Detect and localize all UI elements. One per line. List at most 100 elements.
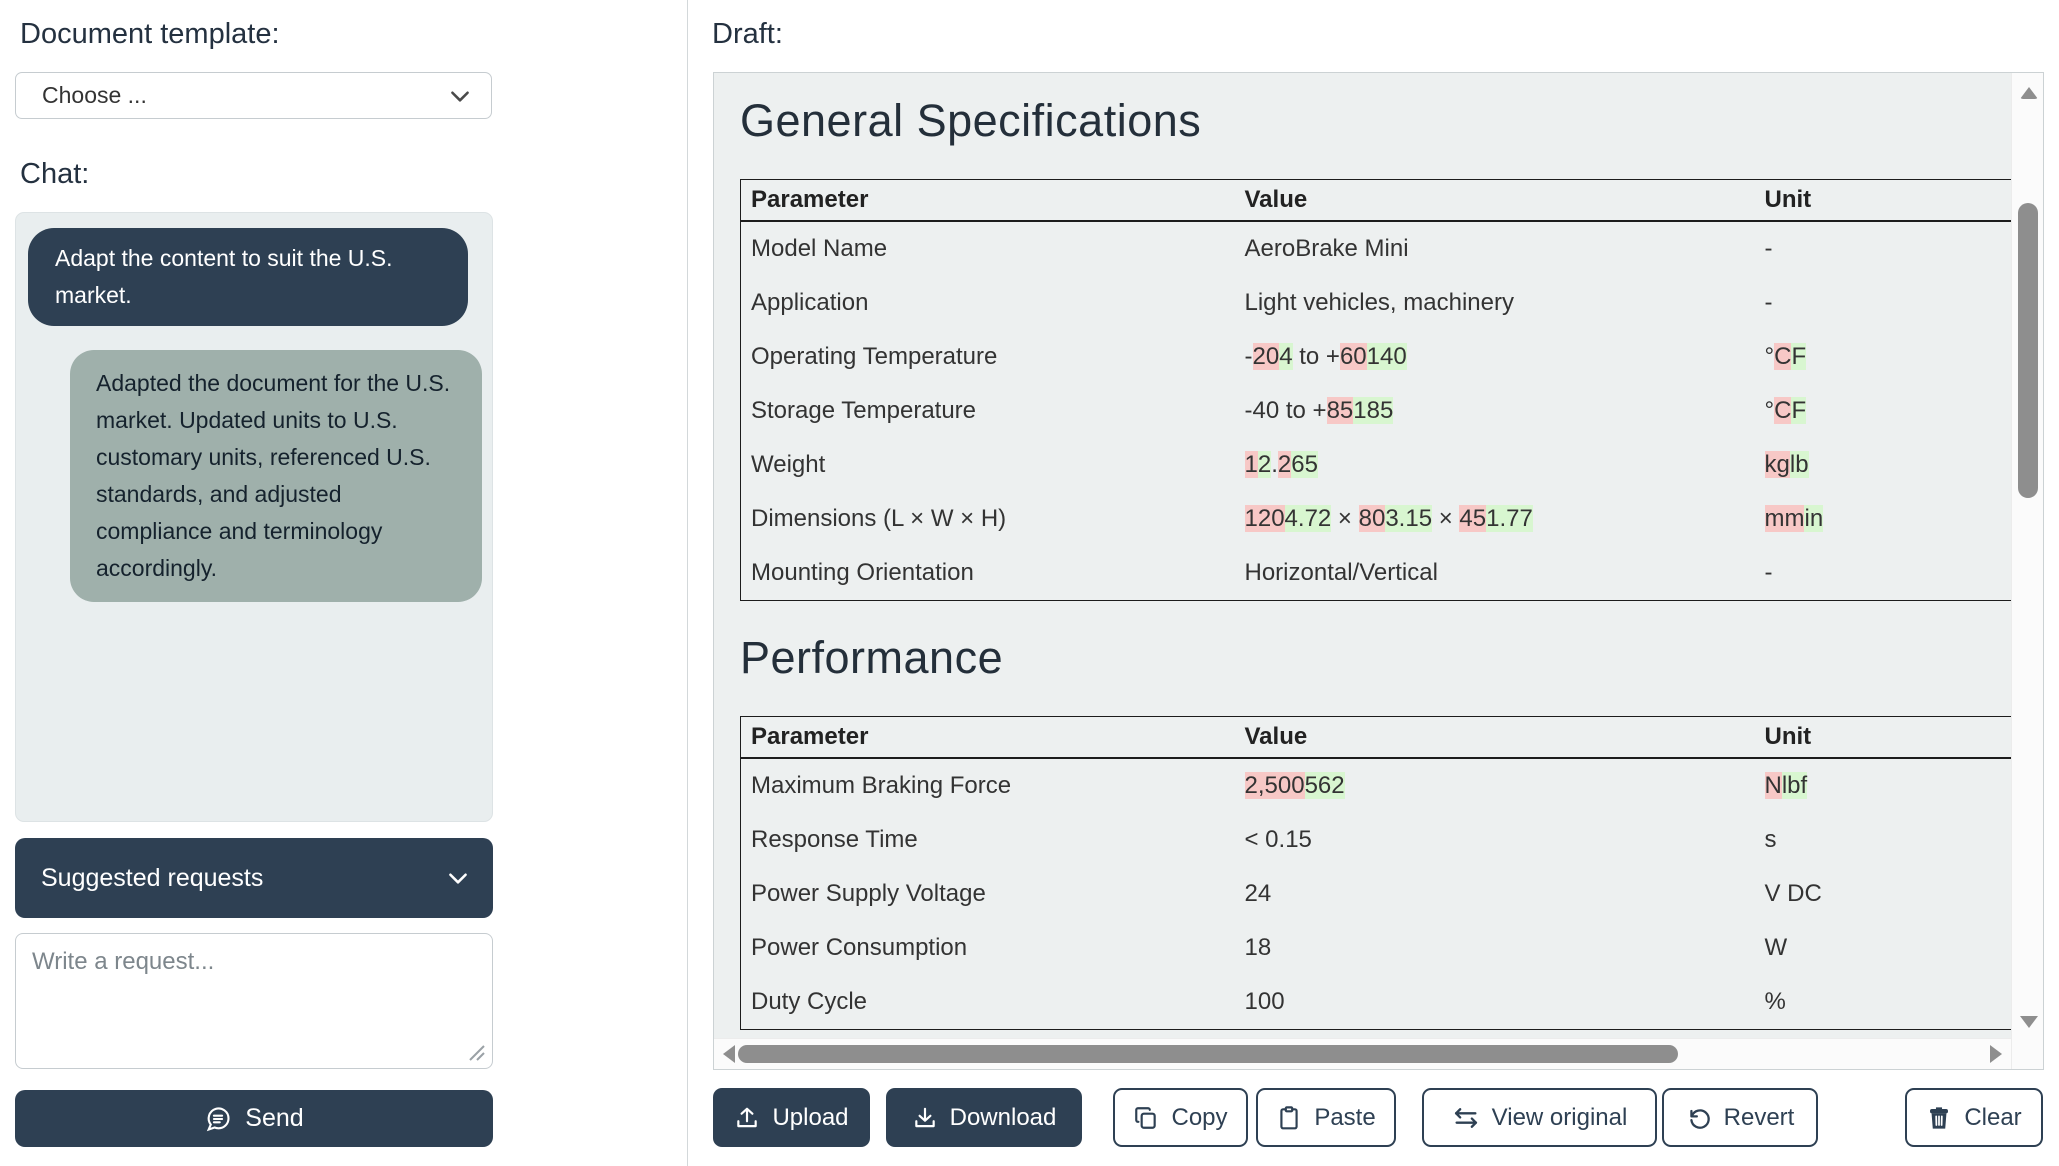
view-original-button-label: View original	[1491, 1103, 1628, 1131]
value-cell: 24	[1235, 867, 1755, 921]
vertical-scrollbar[interactable]	[2011, 73, 2043, 1069]
plain-text: °	[1764, 343, 1775, 370]
inserted-text: 65	[1291, 451, 1318, 478]
assistant-message-bubble: Adapted the document for the U.S. market…	[70, 350, 482, 602]
column-header: Parameter	[740, 179, 1235, 222]
plain-text: to +	[1292, 343, 1340, 370]
deleted-text: 1	[1244, 451, 1258, 478]
request-input[interactable]	[15, 933, 493, 1069]
document-template-label: Document template:	[20, 18, 280, 50]
value-cell: < 0.15	[1235, 813, 1755, 867]
table-row: Maximum Braking Force 2,500562 Nlbf	[741, 758, 2012, 813]
unit-cell: W	[1755, 921, 2012, 975]
value-cell: -40 to +85185	[1235, 384, 1755, 438]
copy-button[interactable]: Copy	[1113, 1088, 1248, 1147]
inserted-text: 140	[1366, 343, 1407, 370]
deleted-text: kg	[1764, 451, 1790, 478]
inserted-text: F	[1791, 397, 1807, 424]
download-icon	[914, 1107, 935, 1127]
paste-button[interactable]: Paste	[1256, 1088, 1396, 1147]
paste-button-label: Paste	[1314, 1103, 1376, 1131]
parameter-cell: Dimensions (L × W × H)	[751, 505, 1007, 532]
column-header: Parameter	[740, 716, 1235, 759]
deleted-text: 45	[1459, 505, 1487, 532]
upload-icon	[737, 1107, 758, 1127]
plain-text: V DC	[1764, 880, 1822, 907]
table-row: Application Light vehicles, machinery -	[741, 276, 2012, 330]
plain-text: %	[1764, 988, 1786, 1015]
upload-button[interactable]: Upload	[713, 1088, 870, 1147]
chat-label: Chat:	[20, 158, 90, 190]
draft-document[interactable]: General Specifications Parameter Value Unit…	[714, 73, 2011, 1038]
inserted-text: 1.77	[1486, 505, 1533, 532]
parameter-cell: Model Name	[751, 235, 888, 262]
parameter-cell: Response Time	[751, 826, 918, 853]
table-row: Model Name AeroBrake Mini -	[741, 221, 2012, 276]
plain-text: ×	[1331, 505, 1359, 532]
table-row: Power Supply Voltage 24 V DC	[741, 867, 2012, 921]
clear-button[interactable]: Clear	[1905, 1088, 2043, 1147]
parameter-cell: Mounting Orientation	[751, 559, 974, 586]
send-button[interactable]: Send	[15, 1090, 493, 1147]
clear-button-label: Clear	[1964, 1103, 2022, 1131]
suggested-requests-toggle[interactable]: Suggested requests	[15, 838, 493, 918]
parameter-cell: Power Consumption	[751, 934, 968, 961]
revert-icon	[1689, 1108, 1710, 1129]
template-select[interactable]: Choose ...	[15, 72, 492, 119]
unit-cell: %	[1755, 975, 2012, 1030]
deleted-text: mm	[1764, 505, 1805, 532]
view-original-button[interactable]: View original	[1422, 1088, 1657, 1147]
parameter-cell: Storage Temperature	[751, 397, 977, 424]
scroll-down-arrow-icon[interactable]	[2020, 1016, 2038, 1028]
revert-button[interactable]: Revert	[1662, 1088, 1818, 1147]
deleted-text: N	[1764, 772, 1782, 799]
inserted-text: in	[1804, 505, 1824, 532]
table-row: Storage Temperature -40 to +85185 °CF	[741, 384, 2012, 438]
unit-cell: kglb	[1755, 438, 2012, 492]
plain-text: AeroBrake Mini	[1244, 235, 1409, 262]
parameter-cell: Power Supply Voltage	[751, 880, 986, 907]
value-cell: 18	[1235, 921, 1755, 975]
plain-text: < 0.15	[1244, 826, 1312, 853]
deleted-text: 80	[1358, 505, 1386, 532]
suggested-requests-label: Suggested requests	[41, 863, 264, 892]
chat-history: Adapt the content to suit the U.S. marke…	[15, 212, 493, 822]
table-row: Power Consumption 18 W	[741, 921, 2012, 975]
value-cell: 2,500562	[1235, 758, 1755, 813]
unit-cell: -	[1755, 276, 2012, 330]
scroll-up-arrow-icon[interactable]	[2020, 87, 2038, 99]
horizontal-scrollbar[interactable]	[714, 1038, 2011, 1069]
copy-icon	[1135, 1106, 1157, 1129]
vertical-scrollbar-thumb[interactable]	[2018, 203, 2038, 498]
inserted-text: 185	[1353, 397, 1394, 424]
deleted-text: 120	[1244, 505, 1285, 532]
section-title: General Specifications	[740, 95, 1202, 146]
draft-editor: General Specifications Parameter Value Unit…	[713, 72, 2044, 1070]
plain-text: °	[1764, 397, 1775, 424]
inserted-text: 4.72	[1284, 505, 1332, 532]
value-cell: -204 to +60140	[1235, 330, 1755, 384]
unit-cell: s	[1755, 813, 2012, 867]
plain-text: 24	[1244, 880, 1272, 907]
horizontal-scrollbar-thumb[interactable]	[738, 1045, 1678, 1063]
chat-bubble-icon	[207, 1106, 230, 1131]
table-row: Duty Cycle 100%	[741, 975, 2012, 1030]
unit-cell: °CF	[1755, 384, 2012, 438]
parameter-cell: Duty Cycle	[751, 988, 868, 1015]
inserted-text: lb	[1789, 451, 1809, 478]
plain-text: ×	[1432, 505, 1460, 532]
unit-cell: -	[1755, 221, 2012, 276]
plain-text: -	[1764, 559, 1773, 586]
parameter-cell: Operating Temperature	[751, 343, 998, 370]
column-header: Value	[1234, 716, 1755, 759]
value-cell: Light vehicles, machinery	[1235, 276, 1755, 330]
scroll-left-arrow-icon[interactable]	[723, 1045, 735, 1063]
upload-button-label: Upload	[772, 1103, 849, 1131]
download-button[interactable]: Download	[886, 1088, 1082, 1147]
scroll-right-arrow-icon[interactable]	[1990, 1045, 2002, 1063]
unit-cell: V DC	[1755, 867, 2012, 921]
inserted-text: 2	[1257, 451, 1272, 478]
plain-text: 18	[1244, 934, 1272, 961]
inserted-text: 562	[1304, 772, 1345, 799]
inserted-text: F	[1791, 343, 1807, 370]
